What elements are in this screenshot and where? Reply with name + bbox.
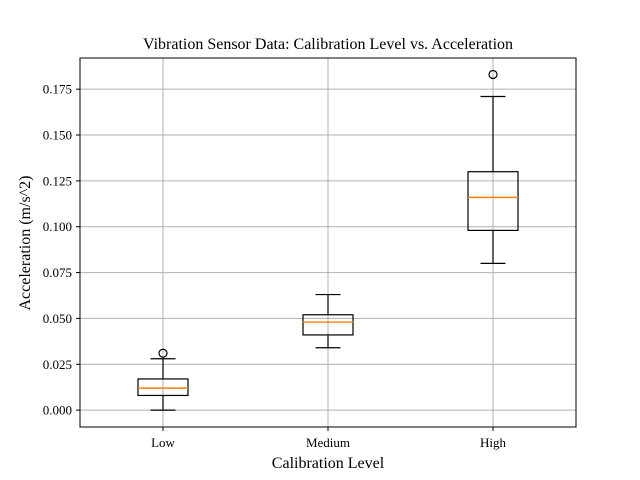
- axis-ticks: 0.000 0.025 0.050 0.075 0.100 0.125 0.150 0.175…: [43, 82, 507, 450]
- y-tick-label: 0.150: [43, 128, 72, 143]
- box-low: [137, 348, 189, 411]
- y-tick-label: 0.025: [43, 357, 72, 372]
- y-tick-label: 0.100: [43, 219, 72, 234]
- box-medium: [302, 293, 354, 349]
- grid-lines: [80, 58, 576, 427]
- box-series: [137, 69, 519, 411]
- iqr-box: [302, 314, 354, 336]
- x-tick-label: Low: [151, 435, 175, 450]
- y-axis-label: Acceleration (m/s^2): [17, 175, 34, 310]
- x-tick-label: Medium: [306, 435, 350, 450]
- x-tick-label: High: [480, 435, 507, 450]
- outlier-point: [488, 69, 498, 80]
- iqr-box: [137, 378, 189, 397]
- outlier-point: [158, 348, 168, 358]
- y-tick-label: 0.050: [43, 311, 72, 326]
- x-axis-label: Calibration Level: [272, 455, 385, 472]
- y-tick-label: 0.075: [43, 265, 72, 280]
- y-tick-label: 0.125: [43, 173, 72, 188]
- y-tick-label: 0.000: [43, 403, 72, 418]
- box-high: [467, 69, 519, 265]
- y-tick-label: 0.175: [43, 82, 72, 97]
- chart-title: Vibration Sensor Data: Calibration Level…: [143, 36, 513, 53]
- iqr-box: [467, 171, 519, 231]
